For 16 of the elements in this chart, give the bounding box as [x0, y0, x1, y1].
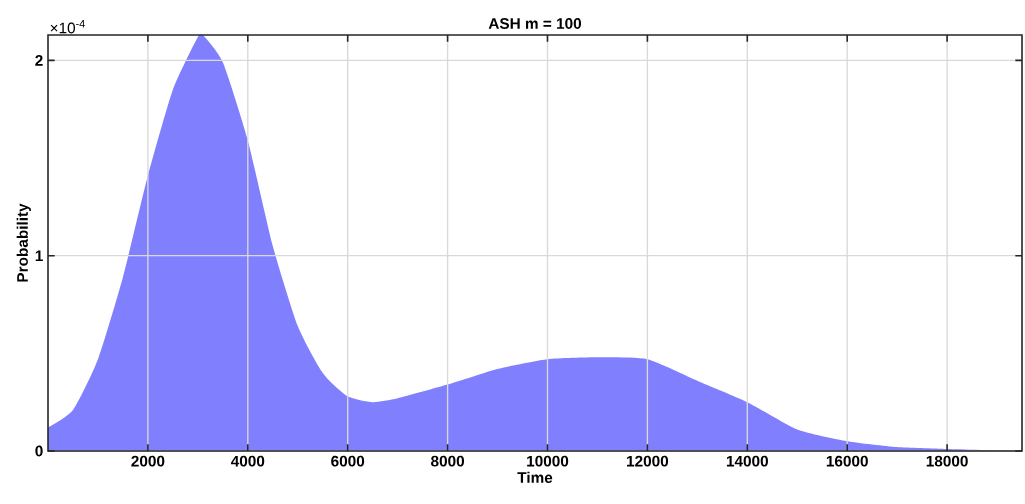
x-tick-label: 10000 — [527, 455, 569, 467]
y-tick-label: 0 — [35, 445, 43, 457]
y-axis-title: Probability — [16, 203, 31, 282]
x-tick-label: 2000 — [131, 455, 165, 467]
x-tick-label: 18000 — [926, 455, 968, 467]
y-tick-label: 1 — [35, 250, 43, 261]
x-tick-label: 16000 — [826, 455, 868, 467]
x-axis-title: Time — [517, 471, 553, 483]
x-tick-label: 8000 — [431, 455, 465, 467]
x-tick-label: 4000 — [230, 455, 265, 467]
text: ×10$^{-4}$ — [50, 20, 85, 34]
x-tick-label: 14000 — [726, 455, 768, 467]
x-tick-label: 6000 — [331, 455, 365, 467]
y-tick-label: 2 — [35, 55, 43, 66]
chart-title: ASH m = 100 — [488, 18, 582, 29]
x-tick-label: 12000 — [627, 455, 669, 467]
